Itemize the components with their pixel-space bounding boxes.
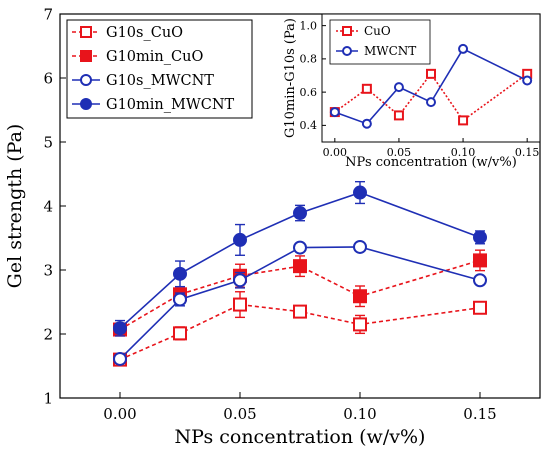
legend-entry-g10min-cuo: G10min_CuO	[72, 49, 203, 65]
inset-x-tick-label: 0.00	[323, 146, 348, 159]
legend-label: CuO	[364, 24, 391, 38]
main-y-tick-label: 5	[43, 133, 53, 151]
main-x-axis: 0.00 0.05 0.10 0.15	[103, 392, 497, 423]
legend-label: G10s_MWCNT	[106, 73, 214, 89]
main-series-line	[119, 259, 481, 331]
main-data-point	[293, 259, 307, 274]
inset-data-point	[426, 97, 436, 108]
main-data-point	[473, 300, 487, 315]
main-x-tick-label: 0.00	[103, 405, 136, 423]
inset-data-point	[329, 107, 340, 118]
main-data-point	[473, 253, 487, 268]
legend-swatch-marker	[342, 26, 352, 36]
main-data-point	[473, 273, 487, 288]
main-y-axis-title: Gel strength (Pa)	[4, 124, 26, 289]
main-data-point	[173, 266, 187, 281]
legend-entry-g10min-mwcnt: G10min_MWCNT	[72, 97, 235, 113]
main-data-point	[353, 317, 367, 332]
inset-series-mwcnt	[329, 43, 533, 129]
main-data-point	[293, 240, 307, 255]
main-data-point	[353, 289, 367, 304]
inset-y-tick-label: 1.0	[300, 19, 318, 32]
inset-x-tick-label: 0.10	[451, 146, 476, 159]
main-data-point	[293, 304, 307, 319]
main-x-tick-label: 0.15	[463, 405, 496, 423]
inset-data-point	[522, 75, 533, 86]
main-data-point	[233, 232, 247, 247]
main-y-tick-label: 2	[43, 325, 53, 343]
legend-label: G10s_CuO	[106, 25, 183, 41]
main-series-line	[119, 246, 481, 360]
main-data-point	[113, 321, 127, 336]
main-series-g10min-mwcnt	[113, 180, 487, 337]
inset-data-point	[458, 115, 469, 126]
main-series-group	[113, 180, 487, 367]
main-y-tick-label: 3	[43, 261, 53, 279]
inset-x-tick-label: 0.15	[515, 146, 540, 159]
legend-label: G10min_CuO	[106, 49, 203, 65]
main-x-axis-title: NPs concentration (w/v%)	[175, 426, 426, 448]
inset-x-axis-title: NPs concentration (w/v%)	[345, 155, 517, 170]
main-y-tick-label: 6	[43, 69, 53, 87]
inset-series-line	[334, 47, 528, 125]
legend-entry-mwcnt: MWCNT	[336, 44, 416, 58]
inset-y-tick-label: 0.8	[300, 53, 318, 66]
legend-label: MWCNT	[364, 44, 416, 58]
inset-plot-frame	[321, 13, 541, 143]
inset-y-axis: 0.4 0.6 0.8 1.0	[300, 19, 326, 132]
inset-data-point	[361, 118, 372, 129]
legend-swatch-marker	[80, 98, 92, 110]
main-y-tick-label: 7	[43, 5, 53, 23]
main-data-point	[233, 297, 247, 312]
inset-x-tick-label: 0.05	[387, 146, 412, 159]
inset-data-point	[393, 110, 404, 121]
main-series-line	[119, 191, 481, 329]
inset-y-axis-title: G10min-G10s (Pa)	[283, 18, 298, 138]
main-data-point	[353, 239, 367, 254]
main-y-axis: 1 2 3 4 5 6 7	[43, 5, 66, 407]
main-y-tick-label: 4	[43, 197, 53, 215]
inset-data-point	[426, 68, 436, 79]
main-data-point	[293, 206, 307, 221]
legend-label: G10min_MWCNT	[106, 97, 235, 113]
inset-series-line	[334, 72, 528, 122]
main-data-point	[473, 230, 487, 245]
main-x-tick-label: 0.05	[223, 405, 256, 423]
main-data-point	[233, 273, 247, 288]
main-data-point	[113, 351, 127, 366]
main-data-point	[173, 326, 187, 341]
inset-legend: CuO MWCNT	[329, 19, 431, 65]
main-data-point	[173, 292, 187, 307]
inset-data-point	[458, 43, 469, 54]
legend-swatch-marker	[80, 50, 92, 62]
legend-swatch-marker	[80, 26, 92, 38]
inset-y-tick-label: 0.6	[300, 86, 318, 99]
main-series-line	[119, 303, 481, 361]
legend-entry-g10s-cuo: G10s_CuO	[72, 25, 183, 41]
inset-x-axis: 0.00 0.05 0.10 0.15	[323, 138, 540, 159]
legend-entry-cuo: CuO	[336, 24, 391, 38]
inset-data-point	[361, 83, 372, 94]
legend-swatch-marker	[80, 74, 92, 86]
main-x-tick-label: 0.10	[343, 405, 376, 423]
inset-y-tick-label: 0.4	[300, 119, 318, 132]
legend-swatch-marker	[342, 46, 352, 56]
main-legend: G10s_CuO G10min_CuO G10s_MWCNT G10min_MWCNT	[66, 19, 253, 119]
inset-series-group	[329, 43, 533, 129]
main-y-tick-label: 1	[43, 389, 53, 407]
legend-entry-g10s-mwcnt: G10s_MWCNT	[72, 73, 214, 89]
main-series-g10s-mwcnt	[113, 239, 487, 366]
main-data-point	[353, 185, 367, 200]
inset-data-point	[393, 82, 404, 93]
main-legend-box	[66, 19, 253, 119]
